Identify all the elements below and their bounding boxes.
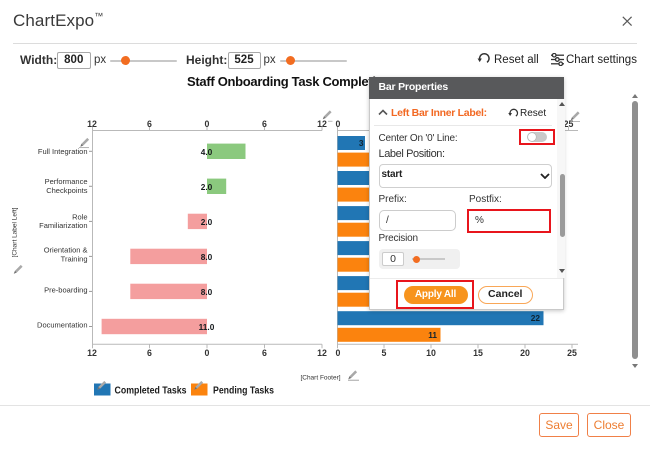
- svg-text:0: 0: [205, 119, 210, 129]
- svg-text:4.0: 4.0: [201, 147, 213, 157]
- svg-text:8.0: 8.0: [201, 252, 213, 262]
- svg-text:25: 25: [567, 348, 577, 358]
- svg-text:Documentation: Documentation: [37, 320, 87, 329]
- svg-text:Completed Tasks: Completed Tasks: [115, 385, 187, 397]
- svg-text:8.0: 8.0: [201, 287, 213, 297]
- svg-text:5: 5: [382, 348, 387, 358]
- svg-text:2.0: 2.0: [201, 217, 213, 227]
- svg-text:0: 0: [336, 119, 341, 129]
- svg-text:0: 0: [336, 348, 341, 358]
- svg-text:Orientation &: Orientation &: [44, 246, 88, 255]
- svg-text:22: 22: [531, 313, 541, 323]
- svg-text:Performance: Performance: [45, 177, 88, 186]
- svg-text:Pending Tasks: Pending Tasks: [213, 385, 274, 397]
- svg-text:Familiarization: Familiarization: [39, 221, 87, 230]
- svg-text:12: 12: [317, 348, 327, 358]
- svg-text:[Chart Label Left]: [Chart Label Left]: [12, 207, 19, 257]
- svg-text:6: 6: [147, 348, 152, 358]
- svg-text:Role: Role: [72, 212, 87, 221]
- svg-text:6: 6: [262, 348, 267, 358]
- svg-text:6: 6: [147, 119, 152, 129]
- svg-text:Pre-boarding: Pre-boarding: [44, 286, 87, 295]
- svg-text:6: 6: [262, 119, 267, 129]
- svg-text:11.0: 11.0: [199, 322, 215, 332]
- svg-text:12: 12: [317, 119, 327, 129]
- svg-text:Full Integration: Full Integration: [38, 147, 88, 156]
- svg-text:Checkpoints: Checkpoints: [46, 186, 88, 195]
- svg-text:Training: Training: [61, 255, 88, 264]
- svg-text:0: 0: [205, 348, 210, 358]
- svg-text:2.0: 2.0: [201, 182, 213, 192]
- svg-text:15: 15: [473, 348, 483, 358]
- svg-text:[Chart Footer]: [Chart Footer]: [300, 375, 340, 382]
- svg-text:20: 20: [520, 348, 530, 358]
- svg-text:12: 12: [87, 119, 97, 129]
- svg-text:25: 25: [564, 119, 574, 129]
- svg-text:10: 10: [426, 348, 436, 358]
- svg-text:12: 12: [87, 348, 97, 358]
- svg-text:3: 3: [359, 138, 364, 148]
- svg-text:11: 11: [428, 330, 437, 340]
